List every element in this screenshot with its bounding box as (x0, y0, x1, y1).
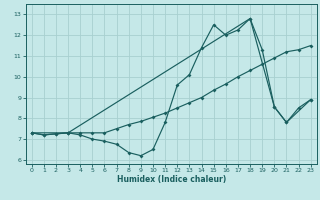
X-axis label: Humidex (Indice chaleur): Humidex (Indice chaleur) (116, 175, 226, 184)
